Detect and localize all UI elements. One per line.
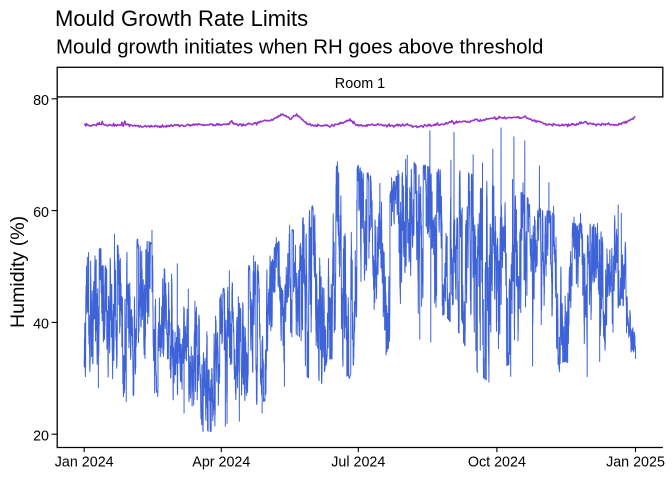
svg-text:Mould Growth Rate Limits: Mould Growth Rate Limits	[55, 6, 308, 31]
svg-text:Room 1: Room 1	[335, 76, 385, 92]
svg-text:Jan 2025: Jan 2025	[606, 455, 665, 471]
svg-text:Apr 2024: Apr 2024	[192, 455, 250, 471]
svg-text:Humidity (%): Humidity (%)	[7, 216, 29, 328]
svg-text:Oct 2024: Oct 2024	[468, 455, 526, 471]
svg-text:Jul 2024: Jul 2024	[331, 455, 385, 471]
svg-text:Jan 2024: Jan 2024	[55, 455, 114, 471]
svg-text:Mould growth initiates when RH: Mould growth initiates when RH goes abov…	[56, 37, 543, 59]
svg-text:60: 60	[33, 205, 49, 221]
svg-text:20: 20	[33, 429, 49, 445]
svg-text:80: 80	[33, 93, 49, 109]
svg-text:40: 40	[33, 317, 49, 333]
